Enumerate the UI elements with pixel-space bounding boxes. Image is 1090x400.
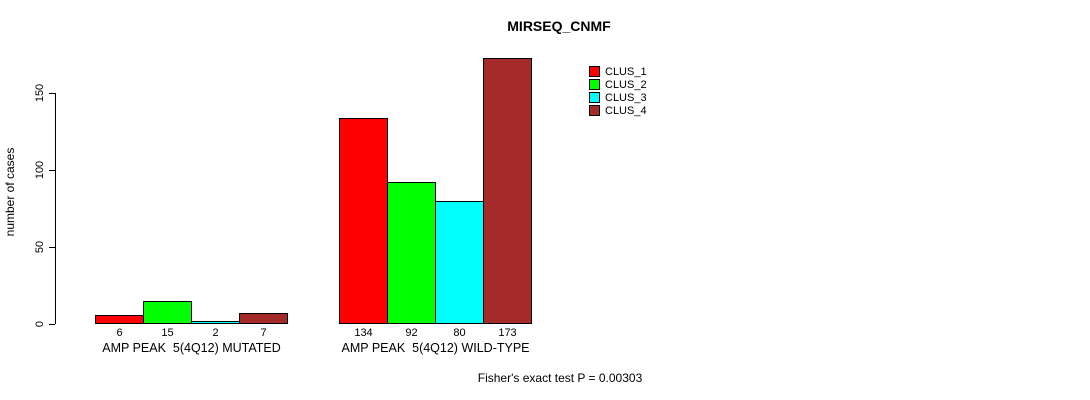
bar-clus_1-group1 (95, 314, 144, 324)
bar-value-label: 2 (212, 327, 219, 339)
bar-clus_3-group1 (191, 320, 240, 324)
bar-value-label: 92 (405, 327, 418, 339)
y-axis-title: number of cases (3, 147, 17, 237)
y-axis-tick (49, 246, 55, 248)
bar-clus_1-group2 (339, 117, 388, 324)
y-axis-tick (49, 169, 55, 171)
bar-clus_4-group2 (483, 57, 532, 324)
legend-item-clus_4: CLUS_4 (589, 104, 647, 117)
y-axis-line (55, 93, 56, 324)
y-axis-tick-label: 0 (34, 320, 46, 328)
chart-title: MIRSEQ_CNMF (507, 18, 611, 34)
y-axis-tick (49, 92, 55, 94)
y-axis-tick-label: 50 (34, 240, 46, 254)
bar-value-label: 80 (453, 327, 466, 339)
legend-item-clus_1: CLUS_1 (589, 65, 647, 78)
y-axis-tick (49, 323, 55, 325)
legend-item-clus_2: CLUS_2 (589, 78, 647, 91)
legend-item-label: CLUS_2 (605, 78, 647, 91)
legend-color-swatch (589, 92, 600, 103)
bar-value-label: 173 (498, 327, 517, 339)
bar-value-label: 6 (116, 327, 123, 339)
legend-item-label: CLUS_4 (605, 104, 647, 117)
fisher-test-annotation: Fisher's exact test P = 0.00303 (477, 371, 643, 385)
y-axis-tick-label: 100 (34, 160, 46, 180)
legend: CLUS_1 CLUS_2 CLUS_3 CLUS_4 (589, 65, 647, 117)
legend-color-swatch (589, 66, 600, 77)
bar-value-label: 134 (354, 327, 373, 339)
legend-item-clus_3: CLUS_3 (589, 91, 647, 104)
y-axis-tick-label: 150 (34, 83, 46, 103)
x-axis-group-label: AMP PEAK 5(4Q12) WILD-TYPE (341, 341, 530, 355)
bar-clus_3-group2 (435, 200, 484, 324)
bar-clus_2-group1 (143, 300, 192, 324)
bar-clus_4-group1 (239, 313, 288, 324)
bar-value-label: 7 (260, 327, 267, 339)
legend-color-swatch (589, 105, 600, 116)
bar-value-label: 15 (161, 327, 174, 339)
legend-color-swatch (589, 79, 600, 90)
legend-item-label: CLUS_3 (605, 91, 647, 104)
x-axis-group-label: AMP PEAK 5(4Q12) MUTATED (102, 341, 281, 355)
legend-item-label: CLUS_1 (605, 65, 647, 78)
bar-clus_2-group2 (387, 182, 436, 324)
